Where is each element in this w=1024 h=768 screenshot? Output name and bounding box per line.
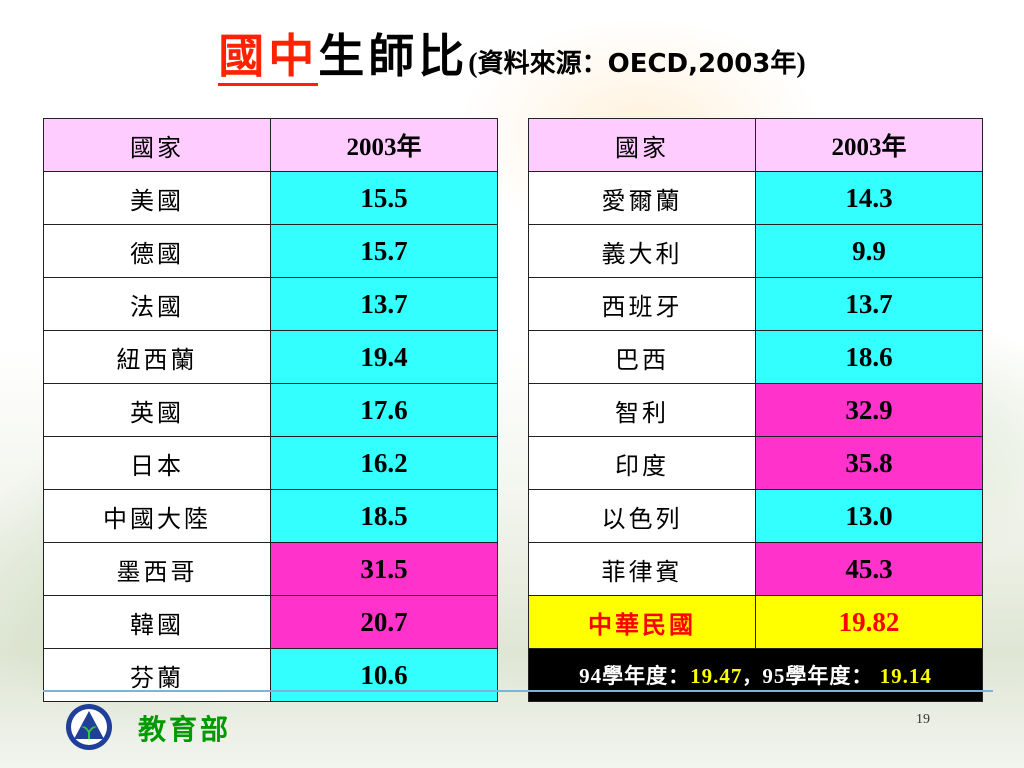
header-year: 2003年 — [270, 118, 498, 172]
table-row: 德國 15.7 — [43, 224, 498, 278]
note-cell: 94學年度：19.47，95學年度： 19.14 — [528, 648, 983, 702]
table-row: 智利 32.9 — [528, 383, 983, 437]
country-cell: 愛爾蘭 — [528, 171, 756, 225]
value-cell: 14.3 — [755, 171, 983, 225]
country-cell: 智利 — [528, 383, 756, 437]
value-cell: 35.8 — [755, 436, 983, 490]
table-row: 英國 17.6 — [43, 383, 498, 437]
table-row: 法國 13.7 — [43, 277, 498, 331]
table-row: 中國大陸 18.5 — [43, 489, 498, 543]
table-row: 義大利 9.9 — [528, 224, 983, 278]
value-cell: 15.5 — [270, 171, 498, 225]
note-label-94: 94學年度： — [579, 664, 691, 688]
title-paren-open: ( — [468, 48, 478, 79]
header-country: 國家 — [528, 118, 756, 172]
country-cell: 以色列 — [528, 489, 756, 543]
table-header-row: 國家 2003年 — [43, 118, 498, 172]
right-table: 國家 2003年 愛爾蘭 14.3 義大利 9.9 西班牙 13.7 巴西 18.6 智… — [528, 118, 983, 702]
value-cell: 18.5 — [270, 489, 498, 543]
country-cell-taiwan: 中華民國 — [528, 595, 756, 649]
table-row: 韓國 20.7 — [43, 595, 498, 649]
note-separator: ， — [742, 666, 763, 688]
country-cell: 西班牙 — [528, 277, 756, 331]
value-cell: 16.2 — [270, 436, 498, 490]
table-row: 日本 16.2 — [43, 436, 498, 490]
table-row: 愛爾蘭 14.3 — [528, 171, 983, 225]
country-cell: 韓國 — [43, 595, 271, 649]
country-cell: 中國大陸 — [43, 489, 271, 543]
title-source: 資料來源：OECD,2003年 — [477, 49, 797, 79]
table-row: 印度 35.8 — [528, 436, 983, 490]
note-value-95: 19.14 — [873, 664, 932, 688]
header-year: 2003年 — [755, 118, 983, 172]
value-cell: 13.0 — [755, 489, 983, 543]
value-cell: 10.6 — [270, 648, 498, 702]
value-cell: 15.7 — [270, 224, 498, 278]
table-row-taiwan: 中華民國 19.82 — [528, 595, 983, 649]
country-cell: 印度 — [528, 436, 756, 490]
ministry-logo-icon — [66, 704, 112, 750]
table-row: 墨西哥 31.5 — [43, 542, 498, 596]
value-cell: 13.7 — [755, 277, 983, 331]
country-cell: 紐西蘭 — [43, 330, 271, 384]
value-cell: 31.5 — [270, 542, 498, 596]
title-main: 生師比 — [318, 29, 469, 83]
note-row: 94學年度：19.47，95學年度： 19.14 — [528, 648, 983, 702]
note-label-95: 95學年度： — [762, 664, 874, 688]
value-cell: 17.6 — [270, 383, 498, 437]
ministry-name: 教育部 — [138, 713, 232, 746]
country-cell: 墨西哥 — [43, 542, 271, 596]
value-cell: 13.7 — [270, 277, 498, 331]
divider — [43, 690, 993, 692]
slide-title: 國中生師比(資料來源：OECD,2003年) — [0, 20, 1024, 86]
title-highlight: 國中 — [218, 29, 319, 86]
value-cell: 19.4 — [270, 330, 498, 384]
value-cell: 18.6 — [755, 330, 983, 384]
country-cell: 菲律賓 — [528, 542, 756, 596]
value-cell: 9.9 — [755, 224, 983, 278]
value-cell-taiwan: 19.82 — [755, 595, 983, 649]
left-table: 國家 2003年 美國 15.5 德國 15.7 法國 13.7 紐西蘭 19.4 英國… — [43, 118, 498, 702]
country-cell: 法國 — [43, 277, 271, 331]
table-row: 西班牙 13.7 — [528, 277, 983, 331]
value-cell: 32.9 — [755, 383, 983, 437]
country-cell: 英國 — [43, 383, 271, 437]
title-paren-close: ) — [796, 48, 806, 79]
table-row: 紐西蘭 19.4 — [43, 330, 498, 384]
country-cell: 芬蘭 — [43, 648, 271, 702]
country-cell: 美國 — [43, 171, 271, 225]
table-row: 以色列 13.0 — [528, 489, 983, 543]
table-row: 巴西 18.6 — [528, 330, 983, 384]
country-cell: 日本 — [43, 436, 271, 490]
value-cell: 45.3 — [755, 542, 983, 596]
country-cell: 巴西 — [528, 330, 756, 384]
country-cell: 義大利 — [528, 224, 756, 278]
note-value-94: 19.47 — [690, 664, 743, 688]
table-row: 美國 15.5 — [43, 171, 498, 225]
country-cell: 德國 — [43, 224, 271, 278]
value-cell: 20.7 — [270, 595, 498, 649]
table-header-row: 國家 2003年 — [528, 118, 983, 172]
header-country: 國家 — [43, 118, 271, 172]
table-row: 芬蘭 10.6 — [43, 648, 498, 702]
table-row: 菲律賓 45.3 — [528, 542, 983, 596]
page-number: 19 — [916, 712, 930, 727]
